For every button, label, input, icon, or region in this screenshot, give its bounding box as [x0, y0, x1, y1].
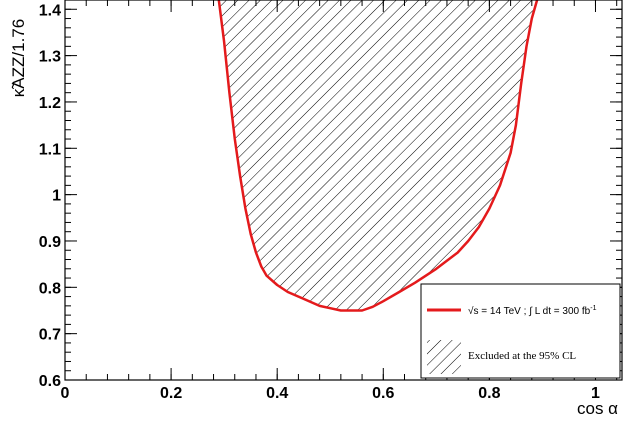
y-tick-label: 1.2 [39, 95, 61, 112]
contour-line [217, 0, 539, 312]
axis-ticks: 0 0.2 0.4 0.6 0.8 1 0.6 0.7 0.8 0.9 1 1.1 1.2 1.3 1.4 [39, 0, 622, 402]
x-tick-label: 1 [591, 385, 600, 402]
legend: √s = 14 TeV ; ∫ L dt = 300 fb-1 Excluded… [420, 283, 621, 379]
y-tick-label: 1 [52, 188, 61, 205]
series-line [217, 0, 539, 312]
y-tick-label: 0.8 [39, 280, 61, 297]
y-tick-label: 1.3 [39, 49, 61, 66]
x-tick-label: 0.8 [478, 385, 500, 402]
y-tick-label: 1.4 [39, 2, 61, 19]
y-tick-label: 0.6 [39, 373, 61, 390]
legend-entry-contour: √s = 14 TeV ; ∫ L dt = 300 fb-1 [468, 305, 597, 317]
y-axis-title: κ̃AZZ/1.76 [9, 19, 28, 97]
exclusion-hatch [218, 0, 538, 311]
x-axis-title: cos α [577, 399, 618, 418]
legend-entry-excluded: Excluded at the 95% CL [468, 350, 576, 362]
x-tick-label: 0.4 [266, 385, 288, 402]
y-tick-label: 1.1 [39, 141, 61, 158]
exclusion-region [218, 0, 538, 311]
legend-hatch-swatch [427, 340, 461, 374]
y-tick-label: 0.7 [39, 327, 61, 344]
x-tick-label: 0 [61, 385, 70, 402]
y-tick-label: 0.9 [39, 234, 61, 251]
plot-frame [64, 0, 623, 381]
x-tick-label: 0.6 [372, 385, 394, 402]
x-tick-label: 0.2 [160, 385, 182, 402]
